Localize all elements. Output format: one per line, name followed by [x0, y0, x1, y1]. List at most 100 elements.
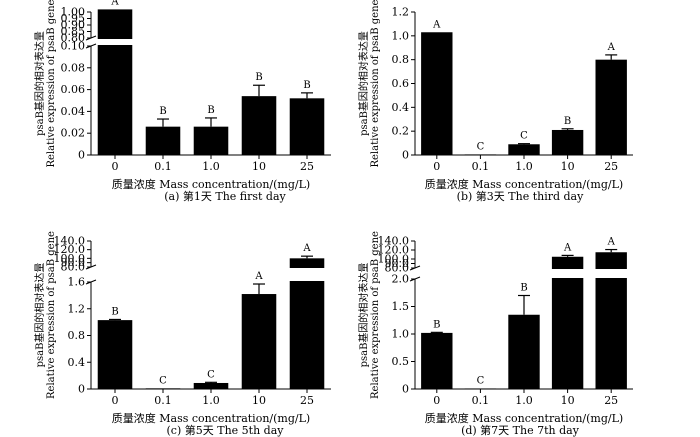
significance-label: C [207, 369, 215, 380]
bar-25 [289, 98, 325, 155]
y-upper-tick-label: 80.0 [385, 262, 410, 275]
y-lower-tick-label: 0.08 [61, 61, 86, 74]
significance-label: A [607, 42, 616, 53]
y-lower-tick-label: 0 [78, 383, 85, 396]
y-tick-label: 0.4 [392, 101, 410, 114]
bar-break-gap [96, 39, 134, 45]
significance-label: B [207, 105, 214, 116]
bar-1.0 [193, 126, 229, 155]
significance-label: A [607, 237, 616, 248]
significance-label: B [159, 106, 166, 117]
y-axis-label-en: Relative expression of psaB gene [370, 231, 381, 399]
x-tick-label: 0.1 [472, 394, 490, 407]
bar-0.1 [464, 388, 497, 389]
y-upper-tick-label: 100.0 [378, 253, 410, 266]
bar-1.0 [193, 382, 229, 389]
x-tick-label: 25 [300, 160, 314, 173]
significance-label: A [302, 243, 311, 254]
bar-break-gap [550, 269, 585, 278]
y-axis-label-cn: psaB基因的相对表达量 [357, 31, 370, 136]
significance-label: B [303, 80, 310, 91]
x-tick-label: 10 [252, 394, 266, 407]
y-axis-label-cn: psaB基因的相对表达量 [33, 263, 46, 368]
y-upper-tick-label: 0.80 [61, 32, 86, 45]
y-lower-tick-label: 1.5 [392, 300, 410, 313]
caption-d: (d) 第7天 The 7th day [461, 423, 580, 437]
x-axis-label: 质量浓度 Mass concentration/(mg/L) [112, 177, 310, 191]
y-lower-tick-label: 2.0 [392, 273, 410, 286]
y-upper-tick-label: 140.0 [378, 235, 410, 248]
y-upper-tick-label: 90.0 [385, 257, 410, 270]
caption-c: (c) 第5天 The 5th day [167, 423, 285, 437]
x-tick-label: 0 [112, 160, 119, 173]
significance-label: B [564, 116, 571, 127]
caption-a: (a) 第1天 The first day [164, 189, 286, 203]
y-upper-tick-label: 0.85 [61, 25, 86, 38]
y-tick-label: 1.0 [392, 29, 410, 42]
x-tick-label: 25 [604, 394, 618, 407]
x-tick-label: 1.0 [202, 394, 220, 407]
axis-break-mark [409, 276, 421, 282]
significance-label: C [520, 131, 528, 142]
x-tick-label: 10 [561, 160, 575, 173]
y-lower-tick-label: 0.06 [61, 83, 86, 96]
x-axis-label: 质量浓度 Mass concentration/(mg/L) [425, 411, 623, 425]
y-axis-label-en: Relative expression of psaB gene [46, 231, 57, 399]
y-lower-tick-label: 0.02 [61, 127, 86, 140]
y-upper-tick-label: 1.00 [61, 6, 86, 19]
y-lower-tick-label: 0.4 [68, 356, 86, 369]
significance-label: A [432, 19, 441, 30]
bar-0 [421, 332, 453, 389]
y-axis-label-cn: psaB基因的相对表达量 [33, 31, 46, 136]
bar-break-gap [594, 269, 628, 278]
significance-label: C [159, 375, 167, 386]
x-tick-label: 0 [433, 394, 440, 407]
bar-0 [97, 9, 133, 156]
y-upper-tick-label: 120.0 [54, 243, 86, 256]
significance-label: C [477, 375, 485, 386]
bar-0.1 [464, 154, 497, 155]
y-tick-label: 0.8 [392, 53, 410, 66]
bar-0.1 [145, 388, 181, 389]
y-lower-tick-label: 0.8 [68, 329, 86, 342]
y-tick-label: 0 [402, 149, 409, 162]
x-tick-label: 0.1 [472, 160, 490, 173]
bar-0.1 [145, 126, 181, 155]
bar-10 [241, 294, 277, 389]
y-upper-tick-label: 0.95 [61, 12, 86, 25]
x-tick-label: 0.1 [154, 394, 172, 407]
x-tick-label: 0 [112, 394, 119, 407]
x-tick-label: 10 [561, 394, 575, 407]
significance-label: A [110, 0, 119, 7]
significance-label: A [254, 271, 263, 282]
y-upper-tick-label: 140.0 [54, 235, 86, 248]
y-lower-tick-label: 1.2 [68, 302, 86, 315]
significance-label: B [255, 72, 262, 83]
bar-10 [241, 96, 277, 155]
y-tick-label: 0.6 [392, 77, 410, 90]
panel-a: 00.020.040.060.080.100.800.850.900.951.0… [33, 0, 331, 191]
y-lower-tick-label: 0.04 [61, 105, 86, 118]
axis-break-mark [409, 265, 421, 271]
bar-10 [551, 256, 584, 389]
axis-break-mark [85, 43, 97, 49]
x-tick-label: 25 [604, 160, 618, 173]
y-lower-tick-label: 0 [402, 383, 409, 396]
y-axis-label-cn: psaB基因的相对表达量 [357, 263, 370, 368]
y-lower-tick-label: 1.0 [392, 328, 410, 341]
panel-b: 0 0.2 0.4 0.6 0.8 1.0 1.2 A 0 C 0.1 C 1.0 B 10 A 25 质量浓度 … [357, 0, 633, 191]
bar-10 [551, 129, 584, 155]
x-tick-label: 10 [252, 160, 266, 173]
x-tick-label: 1.0 [515, 160, 533, 173]
bar-0 [421, 32, 453, 156]
bar-break-gap [288, 268, 326, 281]
bar-1.0 [508, 144, 540, 155]
bar-25 [595, 59, 627, 155]
y-axis-label-en: Relative expression of psaB gene [46, 0, 57, 167]
y-upper-tick-label: 100.0 [54, 252, 86, 265]
x-tick-label: 0.1 [154, 160, 172, 173]
y-lower-tick-label: 0 [78, 149, 85, 162]
